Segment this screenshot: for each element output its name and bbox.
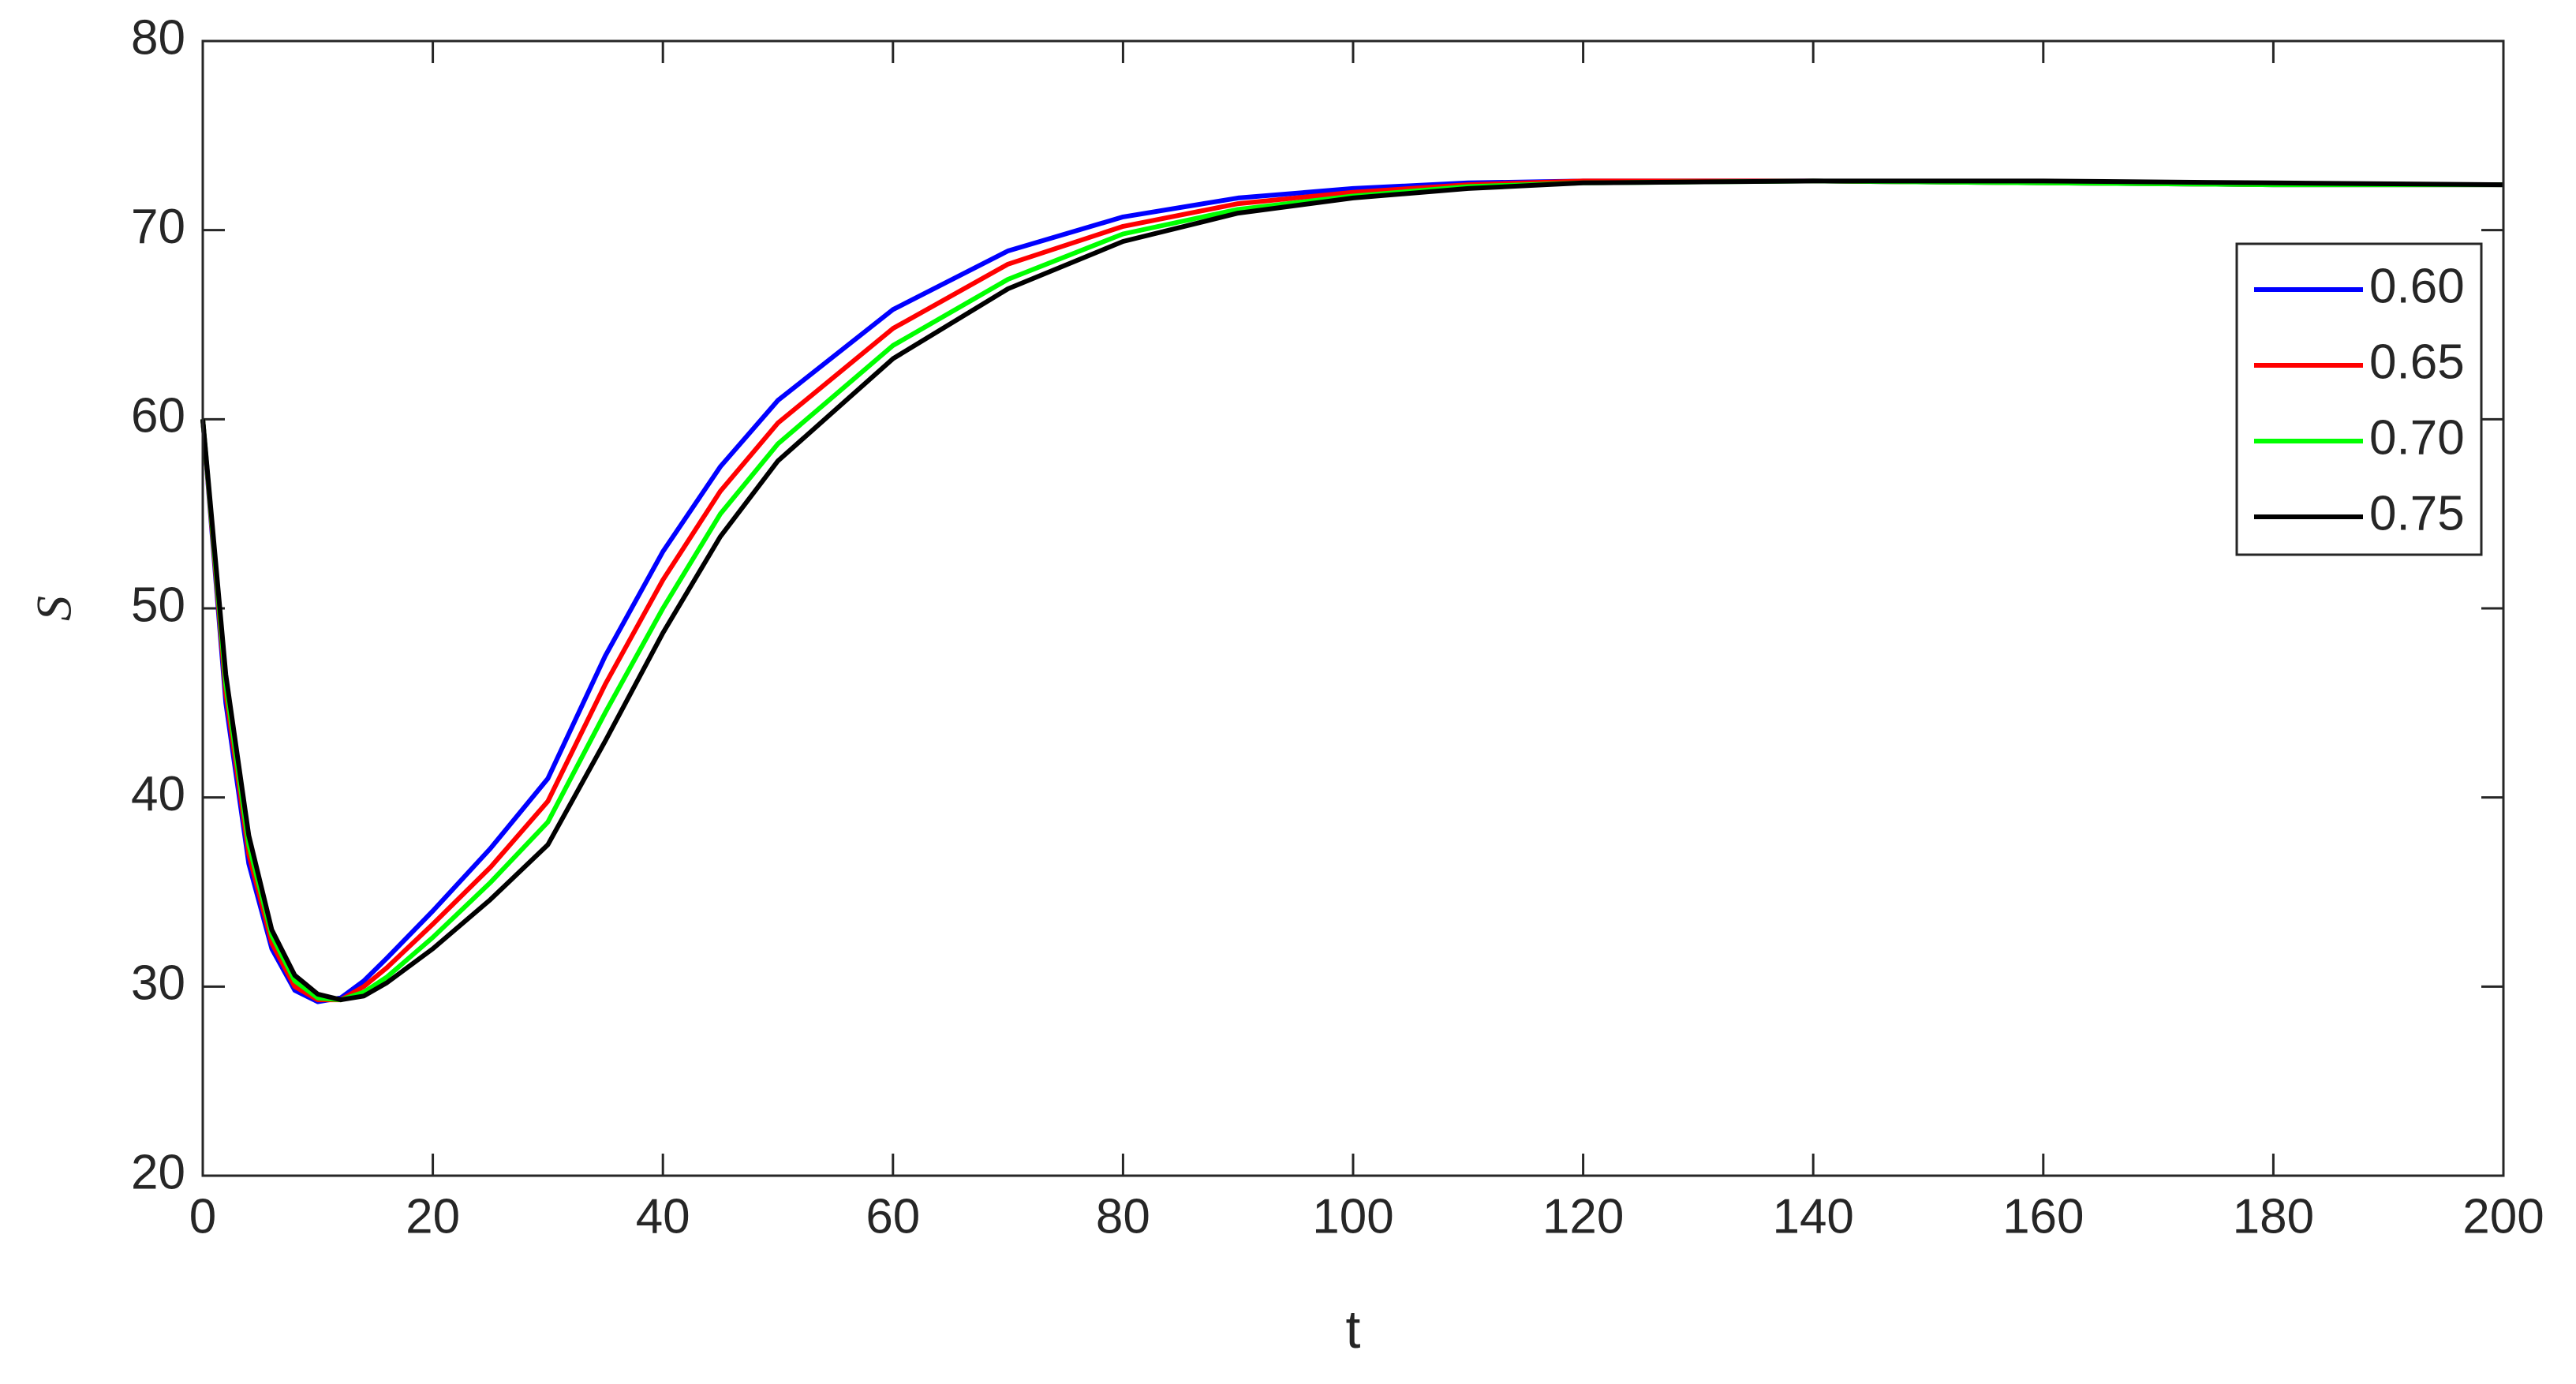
x-tick-label: 100 [1312,1189,1393,1244]
x-tick-label: 40 [636,1189,690,1244]
y-tick-label: 30 [131,956,185,1011]
line-series [200,178,2504,1003]
legend-label: 0.60 [2369,259,2465,313]
x-axis-label: t [1346,1300,1361,1360]
line-series [200,178,2503,1003]
x-tick-label: 0 [189,1189,216,1244]
y-axis-label: S [26,596,82,621]
x-tick-label: 80 [1096,1189,1150,1244]
y-tick-label: 80 [131,10,185,65]
plot-frame [201,39,2505,1177]
y-tick-label: 70 [131,200,185,254]
x-tick-label: 140 [1772,1189,1853,1244]
x-tick-label: 120 [1542,1189,1624,1244]
legend-box [2235,242,2483,556]
y-tick-label: 40 [131,767,185,821]
x-tick-label: 60 [866,1189,920,1244]
y-tick-label: 60 [131,389,185,443]
y-tick-label: 50 [131,578,185,632]
x-tick-label: 160 [2002,1189,2084,1244]
legend-label: 0.75 [2369,486,2465,541]
x-tick-label: 200 [2462,1189,2544,1244]
line-series [200,178,2503,1004]
x-tick-label: 180 [2233,1189,2314,1244]
x-tick-label: 20 [406,1189,460,1244]
line-series [200,178,2503,1003]
legend-label: 0.65 [2369,335,2465,389]
legend-label: 0.70 [2369,410,2465,465]
y-tick-label: 20 [131,1145,185,1199]
